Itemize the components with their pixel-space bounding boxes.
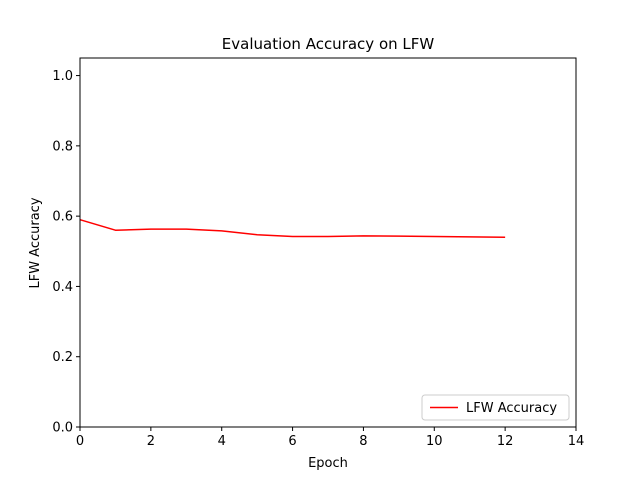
x-tick-label: 4 [218, 434, 226, 449]
x-tick-label: 10 [426, 434, 443, 449]
x-tick-label: 6 [288, 434, 296, 449]
x-tick-label: 14 [568, 434, 585, 449]
legend: LFW Accuracy [421, 394, 570, 421]
chart-title: Evaluation Accuracy on LFW [222, 35, 435, 53]
y-tick-label: 0.0 [52, 421, 73, 436]
x-tick-label: 8 [359, 434, 367, 449]
legend-entry-label: LFW Accuracy [466, 401, 557, 416]
plot-frame [79, 57, 577, 428]
x-axis-label: Epoch [308, 456, 348, 471]
x-tick-label: 0 [76, 434, 84, 449]
x-tick-label: 12 [497, 434, 514, 449]
y-tick-label: 0.2 [52, 350, 73, 365]
y-tick-label: 0.8 [52, 139, 73, 154]
series-line [79, 218, 506, 238]
plot-area: 0 2 4 6 8 10 12 14 0.0 0.2 0.4 0.6 0.8 1.0 [52, 57, 585, 449]
y-axis-label: LFW Accuracy [28, 197, 43, 288]
y-tick-label: 0.4 [52, 280, 73, 295]
y-tick-label: 1.0 [52, 69, 73, 84]
y-tick-label: 0.6 [52, 210, 73, 225]
legend-box [421, 394, 570, 421]
x-tick-label: 2 [147, 434, 155, 449]
